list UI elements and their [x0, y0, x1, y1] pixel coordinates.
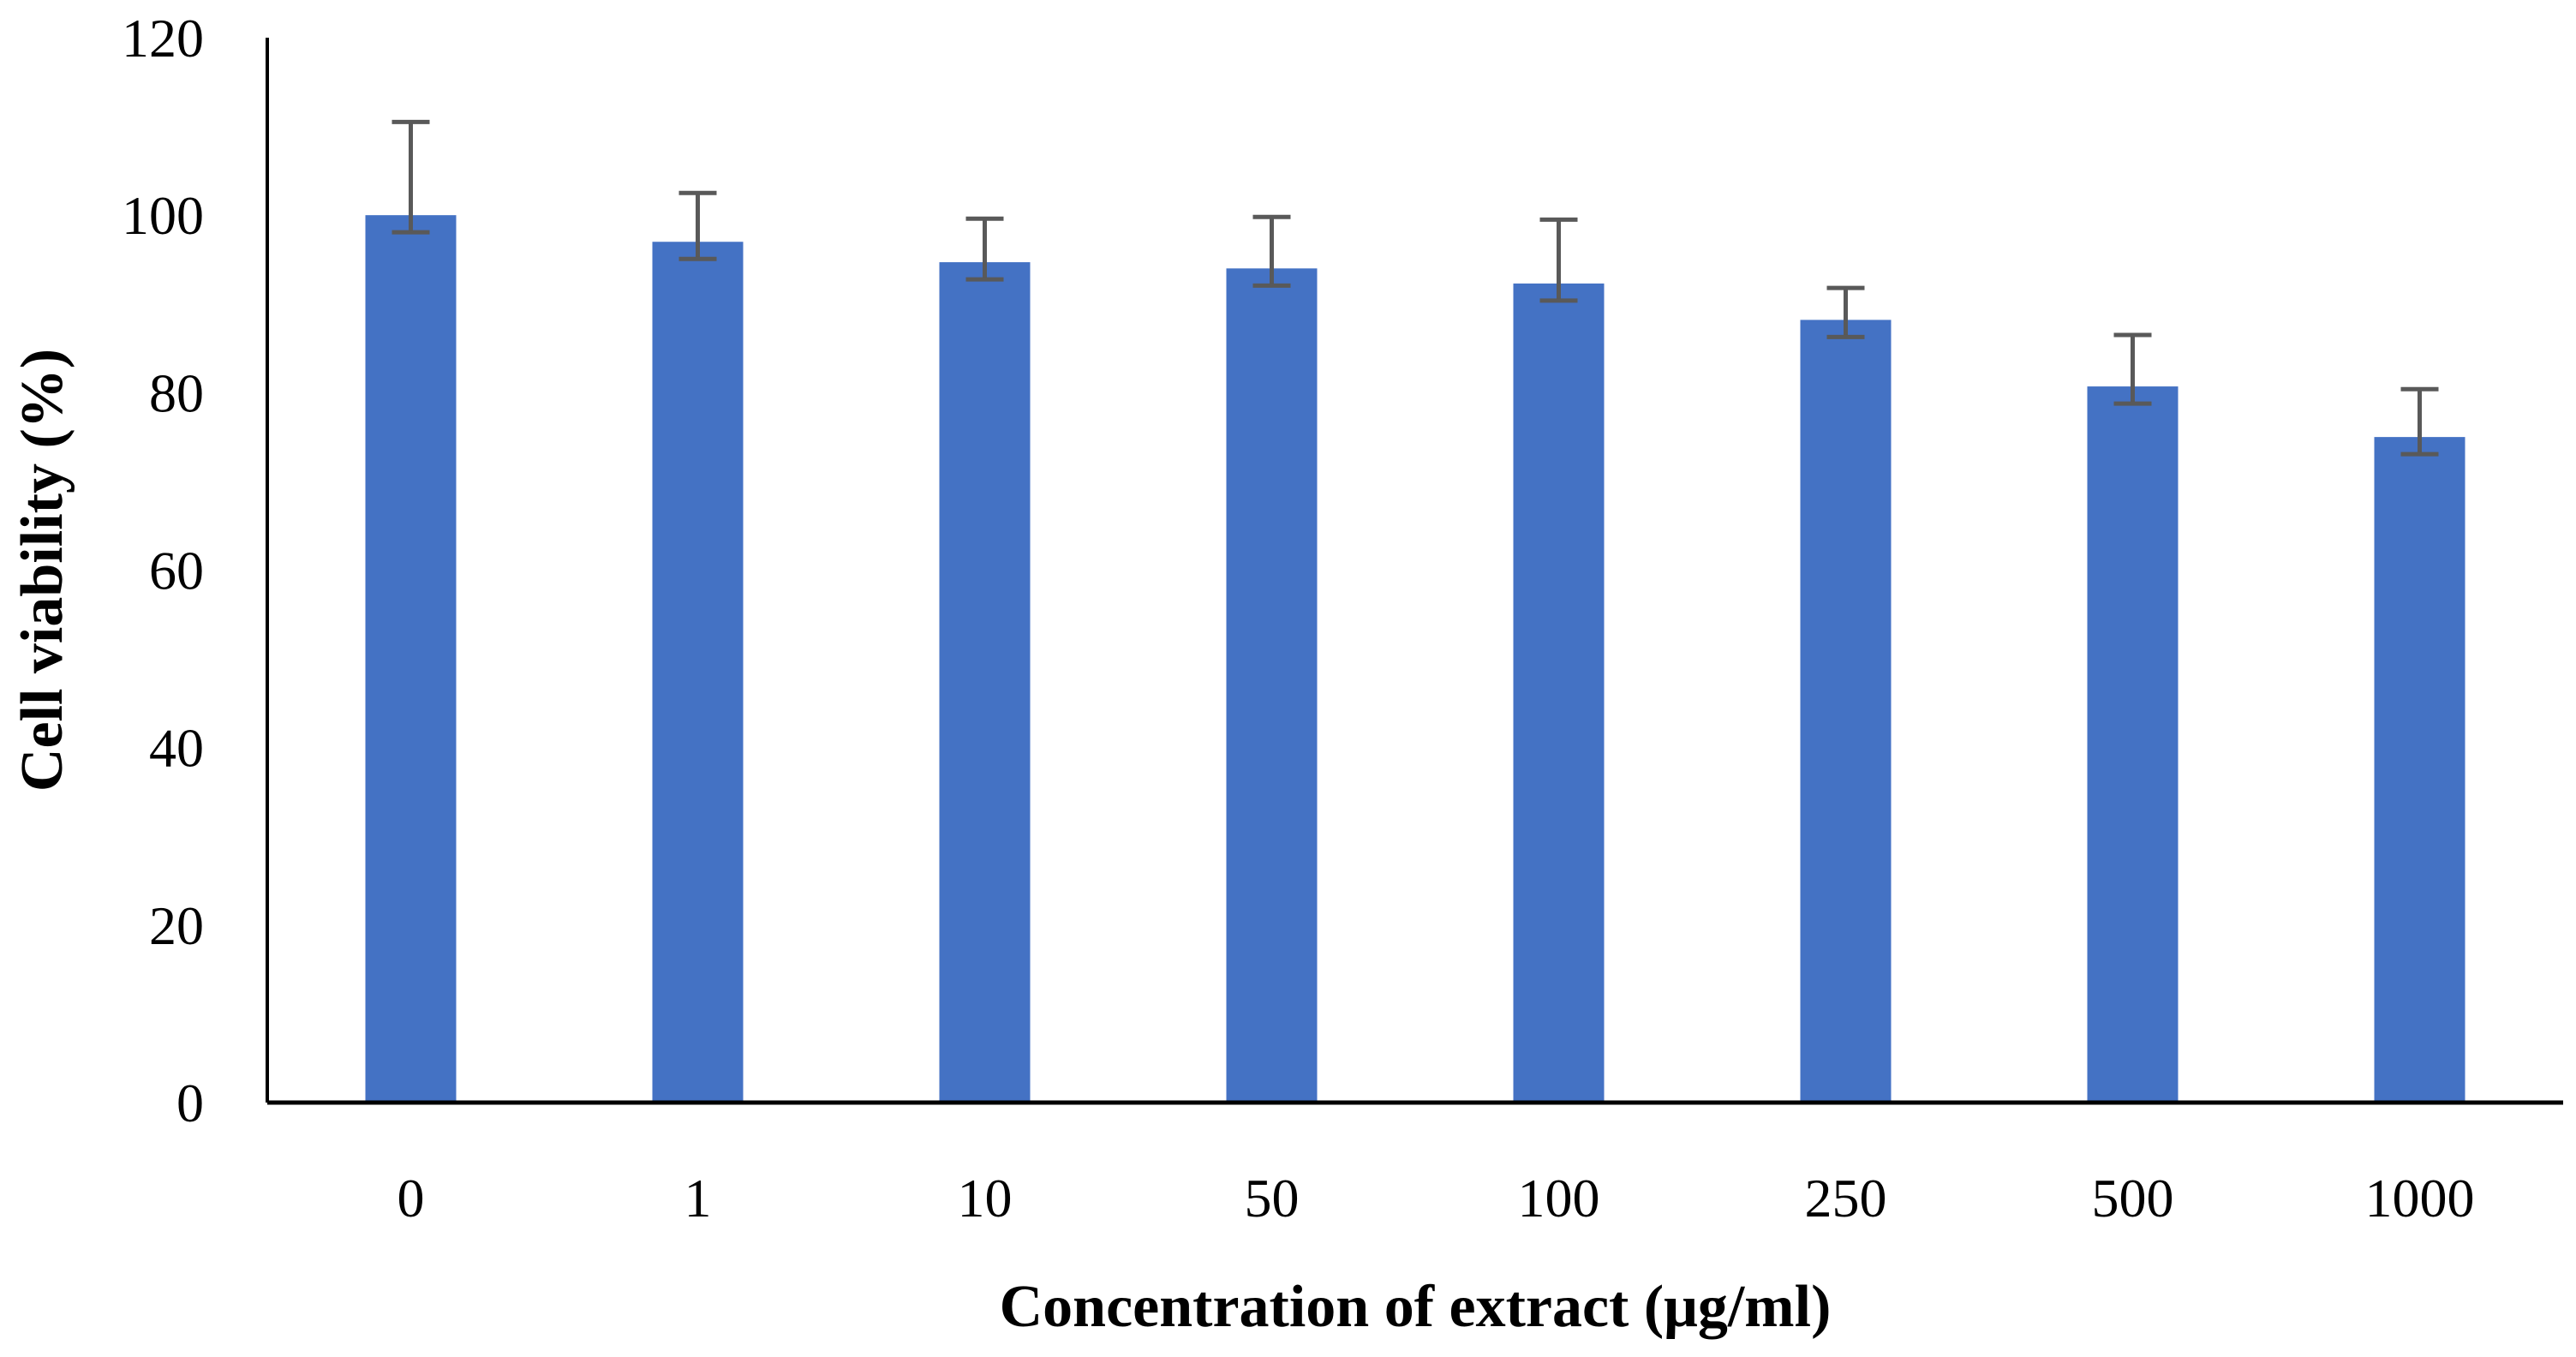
- error-bars-layer: [391, 119, 2439, 457]
- error-bar-50: [1252, 214, 1291, 288]
- y-tick-label: 0: [176, 1073, 204, 1133]
- x-tick-label: 50: [1245, 1168, 1300, 1228]
- x-tick-label: 0: [397, 1168, 425, 1228]
- x-tick-label: 1: [684, 1168, 712, 1228]
- bar-500: [2087, 386, 2179, 1103]
- x-tick-label: 250: [1805, 1168, 1887, 1228]
- bar-1000: [2374, 437, 2465, 1103]
- y-tick-label: 120: [122, 8, 204, 69]
- error-bar-10: [965, 216, 1004, 282]
- error-bar-100: [1539, 217, 1578, 303]
- error-bar-1: [678, 190, 717, 261]
- bar-100: [1513, 283, 1605, 1103]
- bar-1: [652, 242, 744, 1103]
- x-axis-title: Concentration of extract (μg/ml): [1000, 1274, 1832, 1340]
- error-bar-250: [1826, 285, 1865, 339]
- x-tick-label: 1000: [2365, 1168, 2475, 1228]
- y-tick-label: 80: [149, 362, 204, 423]
- y-axis-title: Cell viability (%): [9, 349, 75, 792]
- x-tick-label: 10: [958, 1168, 1013, 1228]
- axes-layer: [266, 38, 2563, 1105]
- error-bar-500: [2113, 332, 2152, 406]
- y-tick-label: 100: [122, 185, 204, 246]
- bar-10: [939, 262, 1031, 1103]
- y-tick-label: 20: [149, 895, 204, 956]
- error-bar-0: [391, 119, 430, 235]
- y-tick-label: 40: [149, 718, 204, 779]
- bar-50: [1226, 268, 1318, 1103]
- bar-250: [1800, 320, 1892, 1103]
- bars-layer: [365, 215, 2465, 1103]
- bar-0: [365, 215, 457, 1103]
- error-bar-1000: [2400, 386, 2439, 457]
- y-tick-labels: 0 20 40 60 80 100 120: [122, 8, 204, 1133]
- y-tick-label: 60: [149, 541, 204, 601]
- x-tick-label: 100: [1518, 1168, 1600, 1228]
- x-tick-labels: 0 1 10 50 100 250 500 1000: [397, 1168, 2475, 1228]
- x-tick-label: 500: [2092, 1168, 2174, 1228]
